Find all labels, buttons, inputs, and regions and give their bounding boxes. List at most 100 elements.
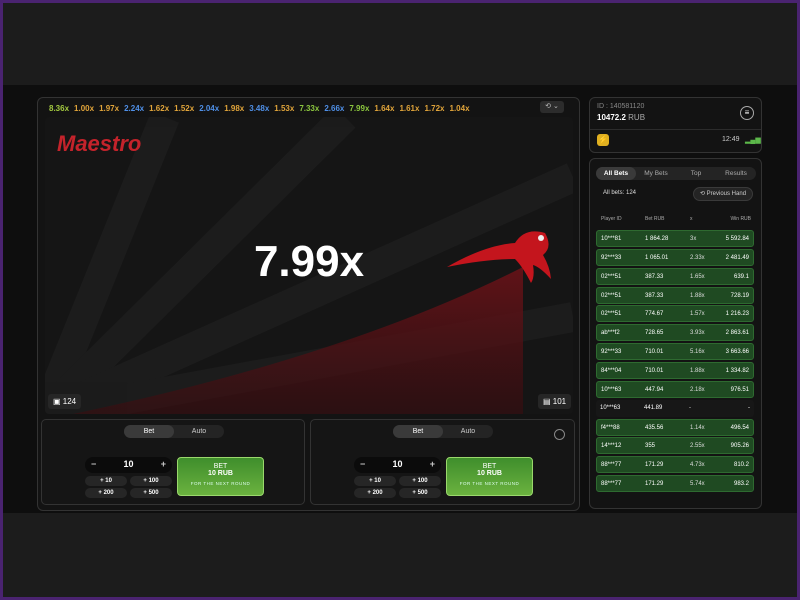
bet-cell: 2.55x bbox=[690, 443, 705, 450]
history-multiplier: 1.00x bbox=[74, 103, 95, 113]
previous-hand-label: Previous Hand bbox=[706, 191, 747, 197]
bet-cell: 710.01 bbox=[645, 367, 664, 374]
quick-amount[interactable]: + 10 bbox=[85, 476, 127, 486]
history-multiplier: 3.48x bbox=[249, 103, 270, 113]
quick-amount[interactable]: + 10 bbox=[354, 476, 396, 486]
bet-row: 92***33 1 065.01 2.33x 2 481.49 bbox=[596, 248, 754, 266]
bet-cell: 1 065.01 bbox=[645, 254, 669, 261]
bets-header-cell: Win RUB bbox=[730, 216, 751, 222]
previous-hand[interactable]: ⟲ Previous Hand bbox=[693, 187, 753, 201]
divider bbox=[590, 129, 761, 130]
quick-amount[interactable]: + 200 bbox=[354, 488, 396, 498]
bet-mode-tab[interactable]: Bet bbox=[124, 425, 174, 438]
bet-row: 02***51 774.67 1.57x 1 216.23 bbox=[596, 305, 754, 323]
history-button[interactable]: ⟲ ⌄ bbox=[540, 101, 564, 113]
amount-input[interactable]: − 10 + bbox=[354, 457, 441, 473]
bet-cell: 1.57x bbox=[690, 311, 705, 318]
plus-button[interactable]: + bbox=[429, 459, 435, 469]
bet-cell: - bbox=[689, 404, 691, 411]
history-multiplier: 1.04x bbox=[449, 103, 470, 113]
bet-cell: 02***51 bbox=[601, 292, 622, 299]
bet-cell: 1.65x bbox=[690, 273, 705, 280]
bet-cell: 710.01 bbox=[645, 349, 664, 356]
remove-panel[interactable] bbox=[554, 429, 565, 440]
bet-button[interactable]: BET 10 RUB FOR THE NEXT ROUND bbox=[446, 457, 533, 496]
bets-tab[interactable]: My Bets bbox=[644, 170, 668, 177]
flight-scene bbox=[45, 117, 573, 414]
account-id: ID : 140581120 bbox=[597, 103, 645, 110]
bet-button-amount: 10 RUB bbox=[208, 470, 233, 477]
bet-mode-tab[interactable]: Bet bbox=[393, 425, 443, 438]
history-multiplier: 1.98x bbox=[224, 103, 245, 113]
bet-cell: 496.54 bbox=[730, 424, 749, 431]
bet-cell: 728.19 bbox=[730, 292, 749, 299]
bet-cell: 447.94 bbox=[645, 386, 664, 393]
bets-tab[interactable]: All Bets bbox=[596, 167, 636, 180]
history-multiplier: 7.99x bbox=[349, 103, 370, 113]
bet-cell: 810.2 bbox=[733, 462, 749, 469]
bets-count: All bets: 124 bbox=[603, 190, 637, 196]
bet-cell: 2.33x bbox=[690, 254, 705, 261]
bet-button-amount: 10 RUB bbox=[477, 470, 502, 477]
bet-cell: 10***63 bbox=[601, 386, 622, 393]
players-count: 101 bbox=[552, 397, 567, 406]
flight-curve bbox=[73, 267, 523, 414]
quick-amount[interactable]: + 500 bbox=[130, 488, 172, 498]
menu-button[interactable]: ≡ bbox=[740, 106, 754, 120]
amount-value: 10 bbox=[392, 459, 403, 469]
bet-mode-tab[interactable]: Auto bbox=[460, 428, 476, 435]
bet-cell: 2.18x bbox=[690, 386, 705, 393]
players-right: ▤ 101 bbox=[538, 394, 572, 409]
quick-amount[interactable]: + 500 bbox=[399, 488, 441, 498]
bets-tab[interactable]: Results bbox=[725, 170, 747, 177]
bets-panel: All Bets My Bets Top Results All bets: 124 … bbox=[589, 158, 762, 509]
bet-cell: - bbox=[748, 404, 750, 411]
history-multiplier: 1.61x bbox=[399, 103, 420, 113]
minus-button[interactable]: − bbox=[91, 459, 97, 469]
bet-mode-tabs: Bet Auto bbox=[393, 425, 493, 438]
bet-cell: 2 481.49 bbox=[725, 254, 749, 261]
bet-mode-tabs: Bet Auto bbox=[124, 425, 224, 438]
bet-cell: 02***51 bbox=[601, 273, 622, 280]
quick-amount[interactable]: + 100 bbox=[130, 476, 172, 486]
history-multiplier: 1.72x bbox=[424, 103, 445, 113]
currency: RUB bbox=[628, 113, 646, 122]
bet-cell: ab***f2 bbox=[601, 330, 620, 337]
bets-tabs: All Bets My Bets Top Results bbox=[596, 167, 756, 180]
history-multiplier: 7.33x bbox=[299, 103, 320, 113]
history-multiplier: 1.97x bbox=[99, 103, 120, 113]
bolt-icon: ⚡ bbox=[597, 134, 609, 146]
history-multiplier: 1.52x bbox=[174, 103, 195, 113]
balance-value: 10472.2 bbox=[597, 113, 626, 122]
bet-button[interactable]: BET 10 RUB FOR THE NEXT ROUND bbox=[177, 457, 264, 496]
bet-cell: 5.16x bbox=[690, 349, 705, 356]
bet-cell: 92***33 bbox=[601, 349, 622, 356]
bet-cell: 02***51 bbox=[601, 311, 622, 318]
bet-cell: 905.26 bbox=[730, 443, 749, 450]
amount-value: 10 bbox=[123, 459, 134, 469]
bet-cell: 1 864.28 bbox=[645, 236, 669, 242]
balance: 10472.2 RUB bbox=[597, 113, 645, 122]
minus-button[interactable]: − bbox=[360, 459, 366, 469]
bet-cell: 387.33 bbox=[645, 292, 664, 299]
bet-cell: 1.14x bbox=[690, 424, 705, 431]
logo: Maestro bbox=[57, 131, 142, 156]
bet-mode-tab[interactable]: Auto bbox=[191, 428, 207, 435]
bet-row: f4***88 435.56 1.14x 496.54 bbox=[596, 418, 754, 436]
bet-panel: Bet Auto − 10 + + 10 + 100 + 200 + 500 BET 10 RUB F… bbox=[310, 419, 575, 505]
bets-tab[interactable]: Top bbox=[690, 170, 702, 177]
amount-input[interactable]: − 10 + bbox=[85, 457, 172, 473]
bet-cell: 171.29 bbox=[645, 481, 664, 488]
quick-amount[interactable]: + 100 bbox=[399, 476, 441, 486]
bet-cell: 4.73x bbox=[690, 462, 705, 469]
bets-header-cell: Bet RUB bbox=[645, 216, 665, 222]
plus-button[interactable]: + bbox=[160, 459, 166, 469]
history-multiplier: 2.04x bbox=[199, 103, 220, 113]
bet-button-title: BET bbox=[482, 463, 497, 470]
signal: ▂▄▆ bbox=[745, 137, 761, 144]
bet-row: ab***f2 728.65 3.93x 2 863.61 bbox=[596, 324, 754, 342]
history-multiplier: 2.24x bbox=[124, 103, 145, 113]
bet-cell: 3 663.66 bbox=[725, 349, 749, 356]
game-canvas: Maestro 7.99x ▣ 124 ▤ 101 bbox=[45, 117, 573, 414]
quick-amount[interactable]: + 200 bbox=[85, 488, 127, 498]
